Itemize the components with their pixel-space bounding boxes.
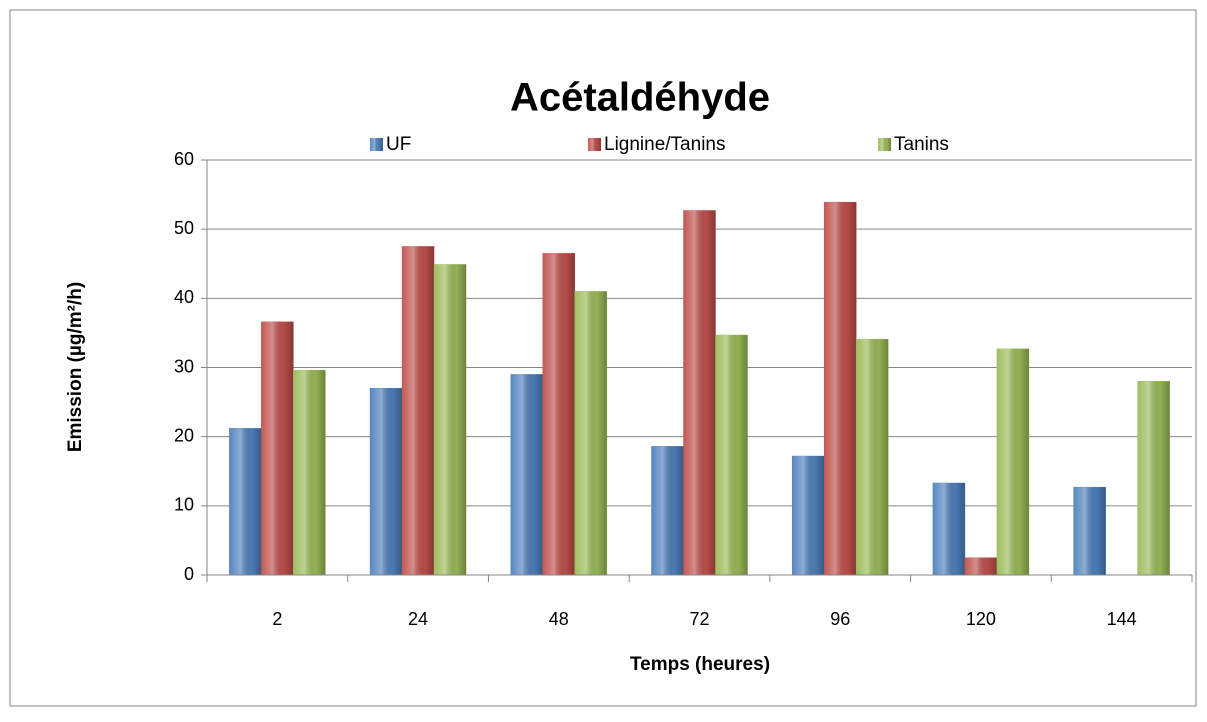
legend-label: Tanins — [894, 134, 949, 155]
bar-shine — [1137, 381, 1170, 575]
bar-shine — [574, 291, 607, 575]
bar-shine — [293, 370, 326, 575]
bar-shine — [370, 388, 403, 575]
y-tick-label: 50 — [174, 218, 194, 238]
bar-shine — [824, 202, 857, 576]
bar-shine — [510, 374, 543, 575]
y-tick-label: 30 — [174, 356, 194, 376]
bar-shine — [261, 321, 294, 575]
bar-shine — [402, 246, 435, 576]
x-tick-label: 48 — [549, 609, 569, 629]
x-axis-label: Temps (heures) — [630, 654, 770, 675]
bar-shine — [542, 253, 575, 575]
bar-shine — [434, 264, 467, 575]
x-tick-label: 2 — [272, 609, 282, 629]
bar-shine — [964, 557, 997, 575]
y-axis-label: Emission (µg/m²/h) — [65, 282, 86, 452]
legend-label: Lignine/Tanins — [604, 134, 725, 155]
bar-shine — [715, 334, 748, 575]
legend-shine — [588, 138, 601, 151]
bar-shine — [792, 456, 825, 575]
y-tick-label: 0 — [184, 564, 194, 584]
x-tick-label: 24 — [408, 609, 428, 629]
y-tick-label: 40 — [174, 287, 194, 307]
bar-shine — [932, 483, 965, 575]
y-tick-label: 20 — [174, 425, 194, 445]
bar-shine — [996, 348, 1029, 575]
y-tick-label: 60 — [174, 149, 194, 169]
legend-label: UF — [386, 134, 411, 155]
y-tick-label: 10 — [174, 495, 194, 515]
bar-shine — [1073, 487, 1106, 575]
bar-shine — [651, 446, 684, 575]
x-tick-label: 96 — [830, 609, 850, 629]
legend-shine — [878, 138, 891, 151]
x-tick-label: 72 — [689, 609, 709, 629]
bar-shine — [683, 210, 716, 575]
x-tick-label: 144 — [1107, 609, 1137, 629]
bar-shine — [856, 339, 889, 575]
legend-shine — [370, 138, 383, 151]
chart-title: Acétaldéhyde — [510, 76, 770, 120]
x-tick-label: 120 — [966, 609, 996, 629]
bar-shine — [229, 428, 262, 575]
